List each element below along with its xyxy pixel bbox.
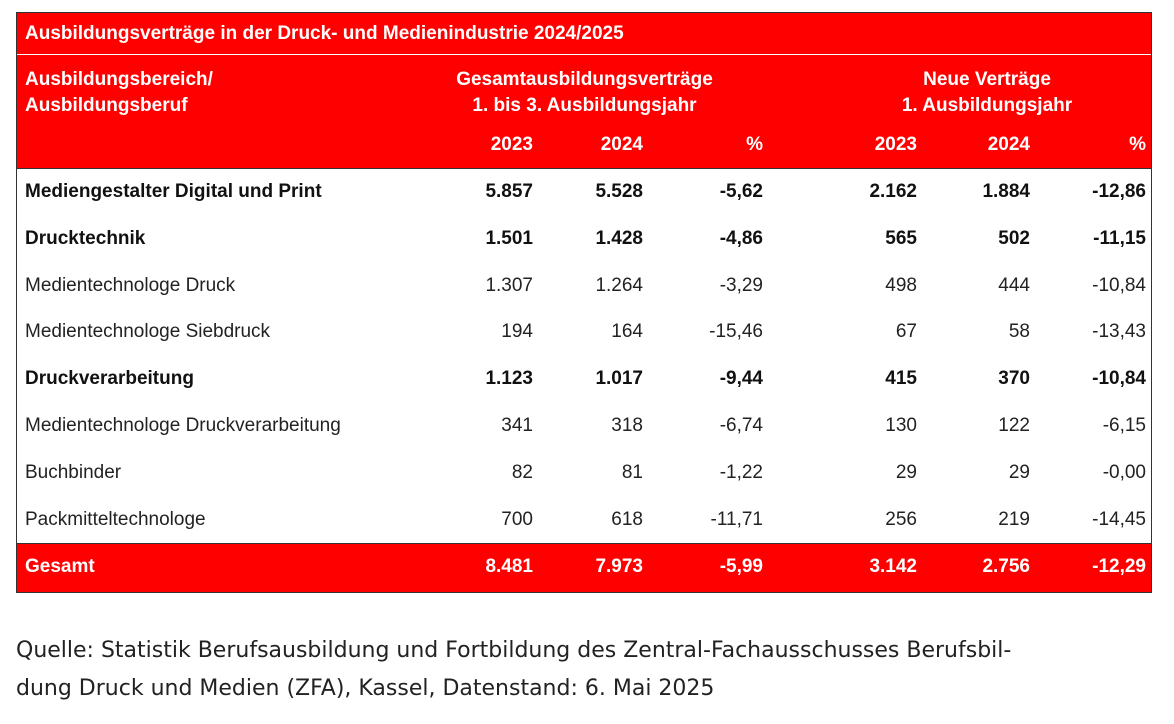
- cell-new-percent: -13,43: [1092, 321, 1146, 343]
- cell-new-percent: -0,00: [1102, 461, 1146, 483]
- cell-new-2023: 256: [885, 508, 917, 530]
- cell-new-percent: -12,86: [1092, 181, 1146, 202]
- cell-new-2024: 444: [998, 274, 1030, 296]
- cell-total-2024: 164: [611, 321, 643, 343]
- source-line-2: dung Druck und Medien (ZFA), Kassel, Dat…: [16, 676, 715, 701]
- cell-total-2023: 1.307: [485, 274, 533, 296]
- cell-new-2024: 502: [998, 227, 1030, 249]
- table-row: Medientechnologe Druckverarbeitung 341 3…: [17, 403, 1151, 450]
- cell-new-2023: 130: [885, 414, 917, 436]
- cell-new-2024: 1.884: [982, 181, 1030, 202]
- cell-total-percent: -5,62: [719, 181, 763, 202]
- cell-total-2024: 5.528: [595, 181, 643, 202]
- row-label: Drucktechnik: [25, 227, 146, 249]
- cell-total-2023: 82: [511, 461, 533, 483]
- row-label: Medientechnologe Druck: [25, 274, 236, 296]
- cell-new-2023: 29: [895, 461, 917, 483]
- cell-total-2023: 5.857: [485, 181, 533, 202]
- header-year-2023-new: 2023: [874, 134, 917, 155]
- total-new-2023: 3.142: [869, 556, 917, 578]
- cell-new-2023: 498: [885, 274, 917, 296]
- header-year-2023-total: 2023: [490, 134, 533, 155]
- cell-total-2024: 1.017: [595, 368, 643, 390]
- cell-new-percent: -10,84: [1092, 368, 1146, 390]
- row-label: Buchbinder: [25, 461, 122, 483]
- source-line-1: Quelle: Statistik Berufsausbildung und F…: [16, 638, 1012, 663]
- header-col1-line1: Ausbildungsbereich/: [25, 69, 213, 90]
- header-group2-line2: 1. Ausbildungsjahr: [901, 95, 1073, 116]
- source-note: Quelle: Statistik Berufsausbildung und F…: [16, 632, 1166, 708]
- header-group-new: Neue Verträge 1. Ausbildungsjahr: [817, 67, 1157, 119]
- cell-new-percent: -6,15: [1102, 414, 1146, 436]
- cell-total-percent: -1,22: [719, 461, 763, 483]
- total-new-2024: 2.756: [982, 556, 1030, 578]
- cell-new-2024: 122: [998, 414, 1030, 436]
- table-row: Buchbinder 82 81 -1,22 29 29 -0,00: [17, 450, 1151, 497]
- header-group2-line1: Neue Verträge: [923, 69, 1051, 90]
- cell-new-2024: 370: [998, 368, 1030, 390]
- total-2023: 8.481: [485, 556, 533, 578]
- cell-total-percent: -15,46: [709, 321, 763, 343]
- cell-new-2023: 2.162: [869, 181, 917, 202]
- header-group-total: Gesamtausbildungsverträge 1. bis 3. Ausb…: [412, 67, 757, 119]
- table-row: Mediengestalter Digital und Print 5.857 …: [17, 169, 1151, 216]
- table-row: Druckverarbeitung 1.123 1.017 -9,44 415 …: [17, 356, 1151, 403]
- cell-total-percent: -3,29: [719, 274, 763, 296]
- cell-total-percent: -9,44: [719, 368, 763, 390]
- header-year-2024-total: 2024: [600, 134, 643, 155]
- total-2024: 7.973: [595, 556, 643, 578]
- cell-total-percent: -4,86: [719, 227, 763, 249]
- cell-new-2024: 219: [998, 508, 1030, 530]
- cell-total-2024: 618: [611, 508, 643, 530]
- table-row: Medientechnologe Druck 1.307 1.264 -3,29…: [17, 263, 1151, 310]
- cell-total-2024: 1.428: [595, 227, 643, 249]
- header-year-2024-new: 2024: [987, 134, 1030, 155]
- row-label: Mediengestalter Digital und Print: [25, 181, 322, 202]
- header-col1-line2: Ausbildungsberuf: [25, 95, 188, 116]
- cell-total-percent: -11,71: [710, 508, 763, 530]
- cell-new-2023: 565: [885, 227, 917, 249]
- header-percent-new: %: [1129, 134, 1146, 155]
- cell-new-2024: 29: [1008, 461, 1030, 483]
- total-label: Gesamt: [25, 556, 95, 578]
- table-header: Ausbildungsbereich/ Ausbildungsberuf Ges…: [17, 55, 1151, 169]
- cell-total-2023: 194: [501, 321, 533, 343]
- cell-new-percent: -10,84: [1092, 274, 1146, 296]
- table-title: Ausbildungsverträge in der Druck- und Me…: [17, 13, 1151, 55]
- cell-total-2023: 1.501: [485, 227, 533, 249]
- header-years-row: 2023 2024 % 2023 2024 %: [17, 134, 1151, 160]
- cell-total-2024: 318: [611, 414, 643, 436]
- cell-total-2023: 700: [501, 508, 533, 530]
- cell-new-2023: 67: [895, 321, 917, 343]
- cell-new-percent: -11,15: [1093, 227, 1146, 249]
- table-row: Medientechnologe Siebdruck 194 164 -15,4…: [17, 309, 1151, 356]
- table-row: Drucktechnik 1.501 1.428 -4,86 565 502 -…: [17, 216, 1151, 263]
- cell-total-percent: -6,74: [719, 414, 763, 436]
- cell-total-2023: 1.123: [485, 368, 533, 390]
- total-percent: -5,99: [719, 556, 763, 578]
- cell-total-2024: 81: [621, 461, 643, 483]
- table-body: Mediengestalter Digital und Print 5.857 …: [17, 169, 1151, 543]
- row-label: Druckverarbeitung: [25, 368, 194, 390]
- cell-new-percent: -14,45: [1092, 508, 1146, 530]
- total-new-percent: -12,29: [1092, 556, 1146, 578]
- header-group1-line1: Gesamtausbildungsverträge: [456, 69, 713, 90]
- header-group1-line2: 1. bis 3. Ausbildungsjahr: [472, 95, 697, 116]
- cell-total-2023: 341: [501, 414, 533, 436]
- cell-new-2023: 415: [885, 368, 917, 390]
- cell-new-2024: 58: [1008, 321, 1030, 343]
- cell-total-2024: 1.264: [595, 274, 643, 296]
- contracts-table: Ausbildungsverträge in der Druck- und Me…: [16, 12, 1152, 594]
- total-row: Gesamt 8.481 7.973 -5,99 3.142 2.756 -12…: [17, 543, 1151, 593]
- table-row: Packmitteltechnologe 700 618 -11,71 256 …: [17, 497, 1151, 544]
- header-percent-total: %: [746, 134, 763, 155]
- header-first-column: Ausbildungsbereich/ Ausbildungsberuf: [25, 67, 213, 119]
- row-label: Medientechnologe Siebdruck: [25, 321, 271, 343]
- row-label: Packmitteltechnologe: [25, 508, 206, 530]
- row-label: Medientechnologe Druckverarbeitung: [25, 414, 341, 436]
